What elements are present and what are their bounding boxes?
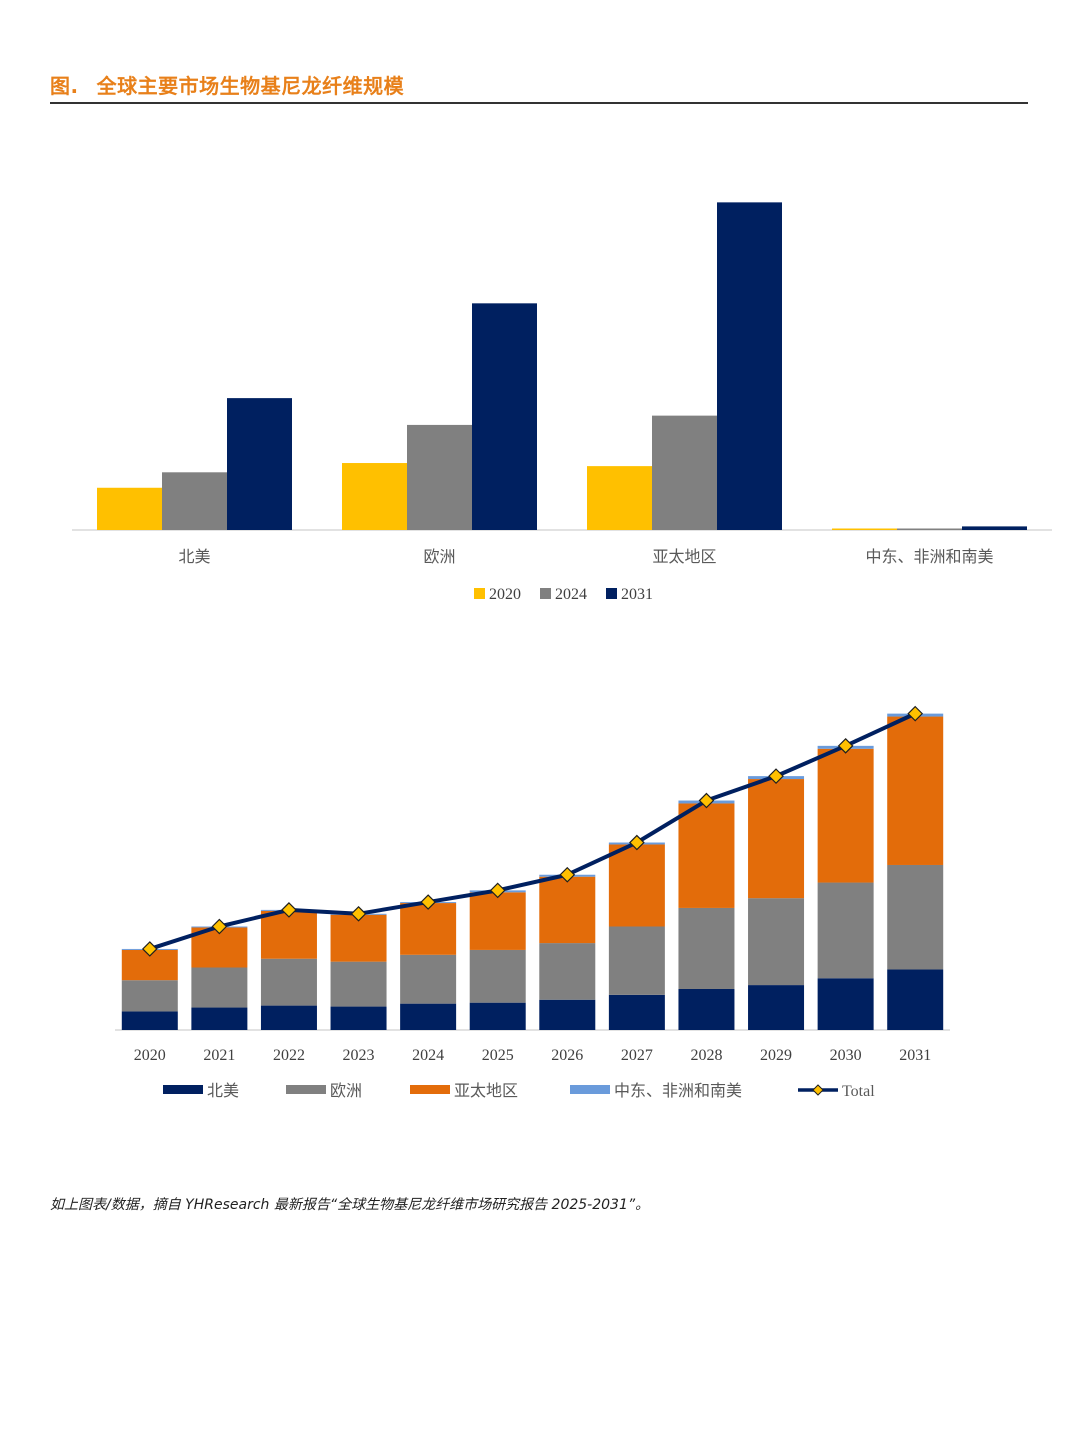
legend-label-total: Total xyxy=(842,1083,875,1100)
bar-segment-欧洲-2028 xyxy=(678,907,735,989)
bar-segment-亚太地区-2028 xyxy=(678,803,735,908)
total-marker-2030 xyxy=(837,737,854,754)
bar-2031-中东、非洲和南美 xyxy=(962,526,1027,530)
bar-segment-欧洲-2021 xyxy=(191,967,248,1008)
total-marker-2031 xyxy=(907,705,924,722)
legend-swatch-2024 xyxy=(540,588,551,599)
total-marker-2029 xyxy=(768,768,784,784)
bar-segment-北美-2023 xyxy=(330,1006,387,1030)
bar-2020-北美 xyxy=(97,487,162,530)
year-tick-label: 2027 xyxy=(621,1047,653,1064)
bar-segment-亚太地区-2025 xyxy=(469,892,526,950)
figure-label: 图. xyxy=(50,74,79,98)
year-tick-label: 2021 xyxy=(203,1047,235,1064)
bar-segment-欧洲-2031 xyxy=(887,864,944,970)
total-line xyxy=(149,711,917,951)
bar-segment-欧洲-2029 xyxy=(748,898,805,986)
year-tick-label: 2028 xyxy=(690,1047,722,1064)
bar-segment-北美-2022 xyxy=(260,1005,317,1030)
bar-segment-北美-2028 xyxy=(678,988,735,1030)
stacked-trend-chart: 2020 2021 2022 2023 2024 2025 2026 2027 2028 2029… xyxy=(115,705,950,1100)
legend-swatch-亚太地区 xyxy=(410,1085,450,1094)
year-tick-label: 2020 xyxy=(134,1047,166,1064)
bar-segment-欧洲-2020 xyxy=(121,980,178,1012)
source-note: 如上图表/数据，摘自 YHResearch 最新报告“全球生物基尼龙纤维市场研究… xyxy=(50,1197,650,1213)
legend-label-中东、非洲和南美: 中东、非洲和南美 xyxy=(614,1081,742,1100)
legend-swatch-2031 xyxy=(606,588,617,599)
figure-title-text: 全球主要市场生物基尼龙纤维规模 xyxy=(96,74,405,98)
bar-segment-北美-2024 xyxy=(400,1003,457,1030)
bar-segment-北美-2027 xyxy=(608,994,665,1030)
year-tick-label: 2023 xyxy=(343,1047,375,1064)
legend-label-2024: 2024 xyxy=(555,586,587,603)
bar-segment-亚太地区-2027 xyxy=(608,844,665,927)
bar-segment-亚太地区-2031 xyxy=(887,716,944,865)
bar-segment-亚太地区-2030 xyxy=(817,748,874,883)
bar-segment-北美-2020 xyxy=(121,1011,178,1030)
total-marker-2020 xyxy=(141,941,158,957)
year-tick-label: 2030 xyxy=(830,1047,862,1064)
legend-marker-total xyxy=(812,1084,824,1096)
bar-2024-北美 xyxy=(162,472,227,530)
bar-segment-欧洲-2024 xyxy=(400,954,457,1004)
bar-2031-北美 xyxy=(227,398,292,530)
bar-2024-中东、非洲和南美 xyxy=(897,528,962,530)
title-divider xyxy=(50,102,1028,104)
bar-segment-北美-2021 xyxy=(191,1007,248,1030)
total-marker-2026 xyxy=(559,866,576,883)
bar-segment-北美-2025 xyxy=(469,1002,526,1030)
legend-label-欧洲: 欧洲 xyxy=(330,1081,362,1100)
bar-2031-亚太地区 xyxy=(717,202,782,530)
figure-title: 图. 全球主要市场生物基尼龙纤维规模 xyxy=(50,70,404,99)
total-marker-2021 xyxy=(211,918,228,935)
bar-segment-北美-2030 xyxy=(817,978,874,1030)
total-marker-2028 xyxy=(698,792,715,809)
legend-label-亚太地区: 亚太地区 xyxy=(454,1081,518,1100)
total-marker-2027 xyxy=(629,834,645,851)
year-tick-label: 2025 xyxy=(482,1047,514,1064)
legend-label-北美: 北美 xyxy=(207,1081,239,1100)
category-label: 中东、非洲和南美 xyxy=(865,547,993,566)
bar-segment-北美-2031 xyxy=(887,969,944,1030)
bar-segment-北美-2026 xyxy=(539,999,596,1030)
legend-swatch-北美 xyxy=(163,1085,203,1094)
bar-2024-欧洲 xyxy=(407,424,472,530)
total-marker-2022 xyxy=(281,902,297,918)
category-label: 北美 xyxy=(178,547,210,566)
year-tick-label: 2026 xyxy=(551,1047,583,1064)
year-tick-label: 2024 xyxy=(412,1047,444,1064)
bar-segment-亚太地区-2022 xyxy=(260,910,317,959)
bar-segment-欧洲-2026 xyxy=(539,943,596,1000)
category-label: 欧洲 xyxy=(423,547,455,566)
bar-segment-北美-2029 xyxy=(748,985,805,1030)
bar-segment-亚太地区-2023 xyxy=(330,914,387,962)
bar-2020-中东、非洲和南美 xyxy=(832,528,897,530)
bar-2020-欧洲 xyxy=(342,463,407,530)
bar-segment-亚太地区-2024 xyxy=(400,903,457,955)
category-label: 亚太地区 xyxy=(652,547,716,566)
legend-swatch-中东、非洲和南美 xyxy=(570,1085,610,1094)
bar-2024-亚太地区 xyxy=(652,415,717,530)
year-tick-label: 2031 xyxy=(899,1047,931,1064)
total-marker-2025 xyxy=(489,882,506,899)
bar-segment-欧洲-2030 xyxy=(817,882,874,979)
bar-segment-欧洲-2023 xyxy=(330,961,387,1007)
legend-label-2020: 2020 xyxy=(489,586,521,603)
bar-2020-亚太地区 xyxy=(587,466,652,530)
bar-segment-欧洲-2025 xyxy=(469,949,526,1003)
bar-segment-欧洲-2022 xyxy=(260,958,317,1006)
legend-swatch-2020 xyxy=(474,588,485,599)
year-tick-label: 2029 xyxy=(760,1047,792,1064)
bar-segment-欧洲-2027 xyxy=(608,926,665,995)
bar-segment-亚太地区-2026 xyxy=(539,876,596,944)
bar-segment-亚太地区-2029 xyxy=(748,779,805,899)
legend-swatch-欧洲 xyxy=(286,1085,326,1094)
total-marker-2023 xyxy=(350,905,367,922)
year-tick-label: 2022 xyxy=(273,1047,305,1064)
regional-bar-chart: 北美 欧洲 亚太地区 中东、非洲和南美 2020 2024 2031 xyxy=(72,202,1052,603)
total-marker-2024 xyxy=(420,894,436,910)
legend-label-2031: 2031 xyxy=(621,586,653,603)
bar-2031-欧洲 xyxy=(472,303,537,530)
